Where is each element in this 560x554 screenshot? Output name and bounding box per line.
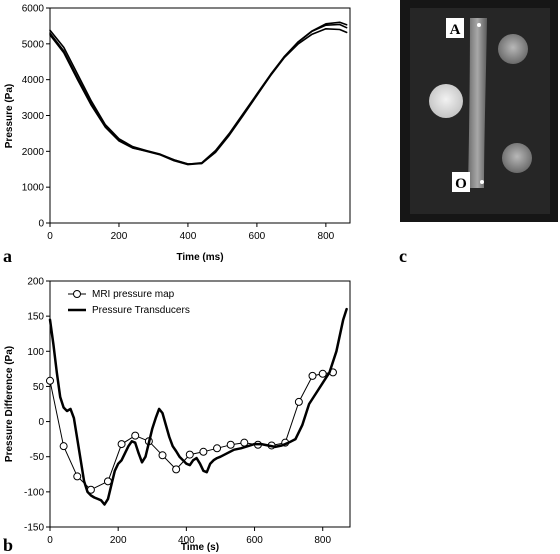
chart-a-series: [49, 21, 348, 166]
chartB-series-0-point: [73, 472, 82, 481]
chartB-series-0-point: [59, 442, 68, 451]
mri-point-o: [480, 180, 484, 184]
chartB-ytick-label: -50: [30, 452, 45, 463]
chart-b-yticks: -150 -100 -50 0 50 100 150 200: [24, 277, 50, 534]
chart-a-xticks: 0 200 400 600 800: [47, 223, 335, 242]
chartA-xtick-label: 400: [180, 231, 197, 242]
chartA-ytick-label: 6000: [22, 4, 45, 15]
chartB-ytick-label: -100: [24, 487, 44, 498]
mri-label-a: A: [450, 22, 461, 38]
chartB-series-0-point: [46, 376, 54, 385]
legend-mri-label: MRI pressure map: [92, 289, 175, 300]
chartB-xtick-label: 600: [246, 535, 263, 546]
mri-disc-bottom-right: [502, 143, 532, 173]
mri-vessel-tube: [468, 18, 487, 188]
chartA-ytick-label: 1000: [22, 183, 45, 194]
chartB-series-0-point: [240, 438, 249, 447]
chartB-xtick-label: 800: [314, 535, 331, 546]
chartB-ytick-label: 100: [27, 347, 44, 358]
mri-image: A O: [400, 0, 558, 222]
legend-transducer-label: Pressure Transducers: [92, 305, 190, 316]
chartB-xtick-label: 200: [110, 535, 127, 546]
chartA-series-0-line: [49, 23, 348, 165]
mri-disc-top-right: [498, 34, 528, 64]
chart-b-xticks: 0 200 400 600 800: [47, 527, 332, 546]
chart-b-xlabel: Time (s): [181, 542, 219, 553]
legend-mri-marker: [73, 290, 81, 298]
chartB-xtick-label: 400: [178, 535, 195, 546]
chart-b-series: [46, 307, 348, 506]
chartB-series-0-point: [308, 371, 317, 380]
chartB-ytick-label: 0: [38, 417, 44, 428]
chartA-ytick-label: 3000: [22, 111, 45, 122]
panel-label-b: b: [3, 535, 13, 554]
chartA-xtick-label: 800: [318, 231, 335, 242]
chartB-series-0-point: [131, 431, 140, 440]
chartA-ytick-label: 5000: [22, 39, 45, 50]
mri-disc-left: [429, 84, 463, 118]
panel-label-a: a: [3, 246, 12, 266]
chartB-series-0-line: [49, 371, 334, 491]
chart-a-ylabel: Pressure (Pa): [4, 84, 15, 148]
chartB-ytick-label: 150: [27, 312, 44, 323]
chartA-xtick-label: 200: [111, 231, 128, 242]
chartB-series-0-point: [172, 465, 181, 474]
chartB-series-0-point: [294, 397, 303, 406]
panel-label-c: c: [399, 246, 407, 266]
chartA-xtick-label: 600: [249, 231, 266, 242]
chartB-series-1-line: [48, 307, 348, 506]
chartB-ytick-label: 50: [33, 382, 45, 393]
chart-b-frame: [49, 280, 351, 528]
chart-b-ylabel: Pressure Difference (Pa): [4, 346, 15, 462]
chartB-series-0-point: [199, 447, 208, 456]
chart-a-frame: [49, 7, 351, 224]
chartB-series-0-point: [226, 440, 235, 449]
mri-label-a-box: [446, 18, 464, 38]
chartB-ytick-label: -150: [24, 523, 44, 534]
chartB-ytick-label: 200: [27, 277, 44, 288]
chartA-ytick-label: 4000: [22, 75, 45, 86]
chartA-ytick-label: 2000: [22, 147, 45, 158]
chart-b-legend: MRI pressure map Pressure Transducers: [68, 289, 190, 316]
chartA-xtick-label: 0: [47, 231, 53, 242]
chart-a-xlabel: Time (ms): [176, 252, 223, 263]
chartB-series-0-point: [158, 451, 167, 460]
chartA-ytick-label: 0: [38, 219, 44, 230]
chartA-series-1-line: [49, 27, 348, 166]
mri-label-o: O: [455, 176, 467, 192]
chartB-series-0-point: [318, 369, 327, 378]
chartB-series-0-point: [213, 444, 222, 453]
mri-point-a: [477, 23, 481, 27]
chartB-series-0-point: [185, 450, 194, 459]
chartA-series-2-line: [49, 21, 348, 165]
chart-a-yticks: 0 1000 2000 3000 4000 5000 6000: [22, 4, 50, 230]
mri-label-o-box: [452, 172, 470, 192]
chart-b: -150 -100 -50 0 50 100 150 200 0 200 400 600 800 MR…: [4, 277, 351, 553]
chartB-xtick-label: 0: [47, 535, 53, 546]
chartB-series-0-point: [117, 440, 126, 449]
